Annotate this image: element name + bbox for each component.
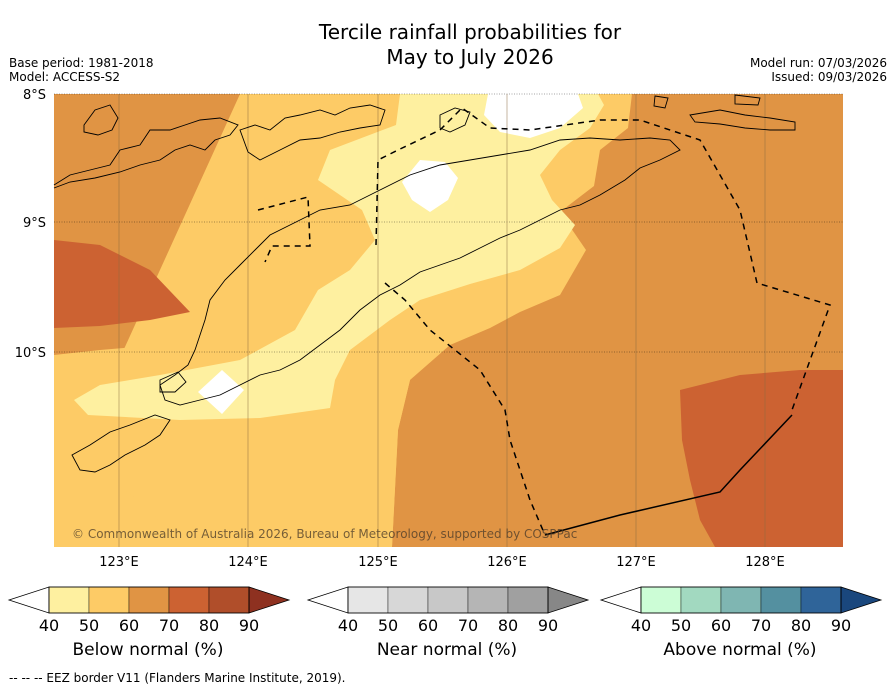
- colorbar-segment: [128, 586, 170, 614]
- coast-east-island-3: [734, 94, 761, 106]
- colorbar-label-near: Near normal (%): [376, 640, 518, 660]
- colorbar-segment: [760, 586, 802, 614]
- colorbar-tick-label: 70: [458, 616, 478, 635]
- colorbar-tick-label: 50: [378, 616, 398, 635]
- colorbar-tick-label: 70: [159, 616, 179, 635]
- colorbar-below-normal: 40 50 60 70 80 90: [7, 586, 291, 635]
- probability-fields: [54, 94, 843, 547]
- colorbar-segment: [800, 586, 842, 614]
- colorbar-tick-label: 40: [631, 616, 651, 635]
- eez-legend: -- -- -- EEZ border V11 (Flanders Marine…: [9, 671, 346, 685]
- colorbar-tick-label: 90: [538, 616, 558, 635]
- field-below-70-80-west: [54, 240, 190, 328]
- coast-rote: [159, 371, 187, 393]
- coast-east-island-2: [689, 109, 796, 131]
- field-below-70-80-east: [680, 370, 843, 547]
- coast-sawu: [71, 414, 171, 473]
- map-title: Tercile rainfall probabilities for May t…: [0, 20, 896, 70]
- latitude-labels: 8°S 9°S 10°S: [15, 88, 46, 361]
- colorbar-min-extension: [7, 586, 50, 614]
- coast-island-1: [83, 104, 119, 136]
- coastlines: [53, 94, 796, 473]
- colorbar-segment: [168, 586, 210, 614]
- colorbar-tick-label: 60: [418, 616, 438, 635]
- coast-alor: [239, 104, 386, 161]
- colorbar-tick-label: 60: [119, 616, 139, 635]
- lat-label-9s: 9°S: [23, 216, 46, 231]
- colorbar-label-above: Above normal (%): [663, 640, 817, 660]
- title-line-1: Tercile rainfall probabilities for: [318, 20, 622, 44]
- meta-right: Model run: 07/03/2026 Issued: 09/03/2026: [750, 56, 887, 84]
- base-period: Base period: 1981-2018: [9, 56, 154, 70]
- colorbar-segment: [427, 586, 469, 614]
- colorbar-tick-label: 80: [791, 616, 811, 635]
- colorbar-tick-label: 40: [39, 616, 59, 635]
- lon-label-123e: 123°E: [99, 555, 139, 570]
- colorbar-above-normal: 40 50 60 70 80 90: [599, 586, 883, 635]
- copyright-notice: © Commonwealth of Australia 2026, Bureau…: [72, 527, 577, 541]
- lat-label-8s: 8°S: [23, 88, 46, 103]
- colorbar-near-normal: 40 50 60 70 80 90: [306, 586, 590, 635]
- colorbar-segment: [208, 586, 250, 614]
- colorbar-min-extension: [599, 586, 642, 614]
- colorbar-outline: [640, 586, 842, 614]
- colorbar-label-below: Below normal (%): [72, 640, 224, 660]
- field-below-under-40-north: [484, 94, 583, 138]
- coast-flores: [53, 117, 239, 189]
- model-name: Model: ACCESS-S2: [9, 70, 121, 84]
- issued-date: Issued: 09/03/2026: [771, 70, 887, 84]
- model-run: Model run: 07/03/2026: [749, 56, 887, 70]
- colorbar-segment: [680, 586, 722, 614]
- colorbar-segment: [88, 586, 130, 614]
- colorbar-outline: [347, 586, 549, 614]
- coast-east-islands: [653, 95, 669, 109]
- colorbar-max-extension: [840, 586, 883, 614]
- field-below-50-60-west: [54, 94, 410, 547]
- field-below-under-40-south: [198, 370, 244, 414]
- lon-label-125e: 125°E: [358, 555, 398, 570]
- meridians: [118, 94, 766, 547]
- field-below-40-50: [74, 94, 604, 420]
- coast-timor: [159, 137, 681, 406]
- colorbar-segment: [347, 586, 389, 614]
- colorbar-outline: [48, 586, 250, 614]
- colorbar-segment: [387, 586, 429, 614]
- colorbar-tick-label: 90: [239, 616, 259, 635]
- colorbar-max-extension: [248, 586, 291, 614]
- lon-label-127e: 127°E: [616, 555, 656, 570]
- colorbar-tick-label: 90: [831, 616, 851, 635]
- lat-label-10s: 10°S: [15, 346, 46, 361]
- colorbar-tick-label: 70: [751, 616, 771, 635]
- colorbar-segment: [48, 586, 90, 614]
- colorbar-max-extension: [547, 586, 590, 614]
- lon-label-128e: 128°E: [745, 555, 785, 570]
- lon-label-124e: 124°E: [228, 555, 268, 570]
- colorbar-tick-label: 50: [79, 616, 99, 635]
- colorbar-tick-label: 80: [498, 616, 518, 635]
- colorbar-tick-label: 60: [711, 616, 731, 635]
- colorbar-segment: [720, 586, 762, 614]
- colorbar-segment: [640, 586, 682, 614]
- colorbar-tick-label: 40: [338, 616, 358, 635]
- lon-label-126e: 126°E: [487, 555, 527, 570]
- colorbar-tick-label: 50: [671, 616, 691, 635]
- colorbar-tick-label: 80: [199, 616, 219, 635]
- coast-wetar: [439, 107, 471, 133]
- longitude-labels: 123°E 124°E 125°E 126°E 127°E 128°E: [99, 555, 785, 570]
- colorbar-min-extension: [306, 586, 349, 614]
- eez-border: [257, 107, 831, 536]
- colorbar-segment: [467, 586, 509, 614]
- title-line-2: May to July 2026: [386, 45, 554, 69]
- gridlines: [54, 221, 843, 353]
- meta-left: Base period: 1981-2018 Model: ACCESS-S2: [9, 56, 154, 84]
- colorbar-segment: [507, 586, 549, 614]
